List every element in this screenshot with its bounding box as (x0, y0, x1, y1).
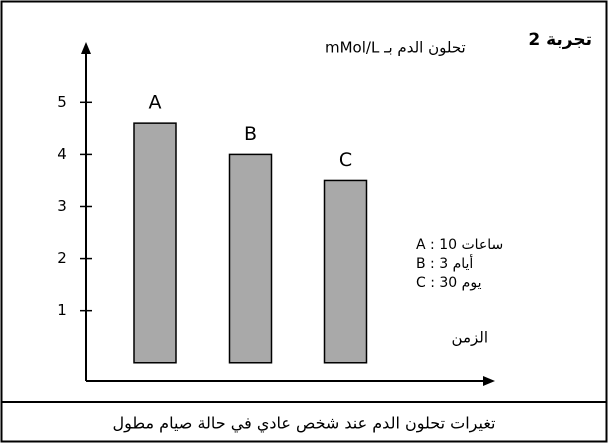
y-tick-label: 4 (57, 145, 67, 163)
y-axis-arrow (81, 42, 91, 54)
x-axis-label: الزمن (452, 329, 488, 347)
y-tick-label: 1 (57, 301, 67, 319)
legend-entry: A : 10 ساعات (416, 237, 503, 253)
legend-entry: B : 3 أيام (416, 254, 473, 272)
bar-label: B (244, 123, 257, 145)
bar (323, 179, 368, 364)
bar (133, 122, 177, 364)
y-tick-label: 3 (57, 197, 67, 215)
y-tick-label: 2 (57, 249, 67, 267)
x-axis-arrow (483, 376, 495, 386)
bar-label: A (149, 92, 162, 114)
legend-entry: C : 30 يوم (416, 275, 482, 291)
caption: تغيرات تحلون الدم عند شخص عادي في حالة ص… (113, 414, 496, 434)
bar-label: C (339, 149, 352, 171)
chart-title: تجربة 2 (528, 30, 592, 50)
y-tick-label: 5 (57, 93, 67, 111)
y-axis-label: تحلون الدم بـ mMol/L (325, 39, 466, 57)
bar (228, 153, 273, 364)
